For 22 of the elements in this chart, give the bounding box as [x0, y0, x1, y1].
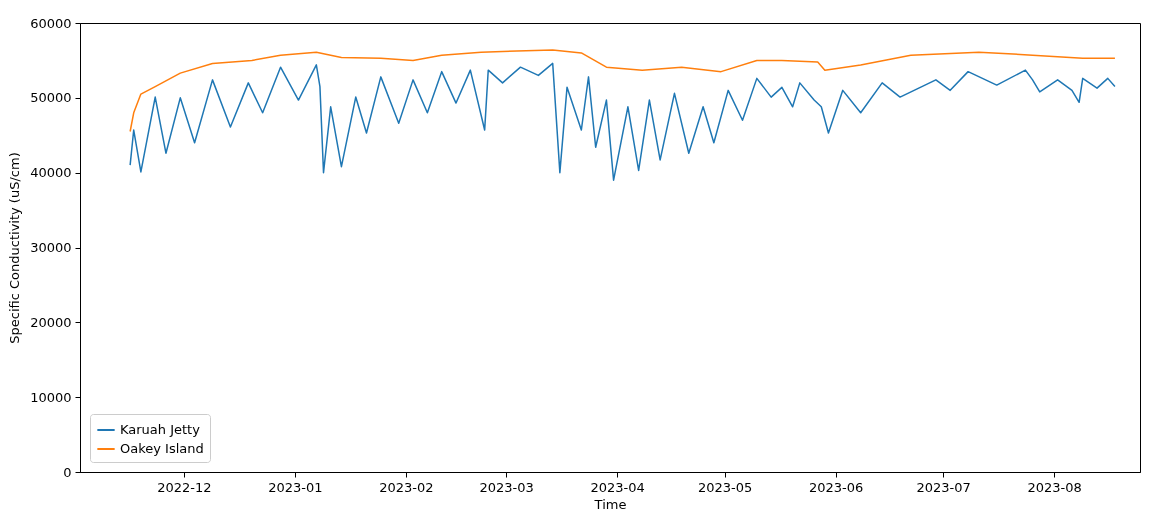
x-tick-label: 2023-02 — [379, 479, 434, 495]
x-tick-label: 2023-08 — [1027, 479, 1082, 495]
x-tick-label: 2022-12 — [157, 479, 212, 495]
x-tick-label: 2023-04 — [590, 479, 645, 495]
y-tick-label: 60000 — [30, 15, 72, 31]
x-tick-label: 2023-07 — [916, 479, 971, 495]
x-axis-title: Time — [593, 496, 627, 512]
x-tick-label: 2023-06 — [808, 479, 864, 495]
line-series — [129, 62, 1116, 181]
y-axis-title: Specific Conductivity (uS/cm) — [7, 152, 23, 344]
y-tick-label: 50000 — [30, 90, 72, 106]
y-tick-label: 30000 — [30, 240, 72, 255]
y-tick-label: 20000 — [30, 314, 72, 330]
legend-label: Oakey Island — [120, 441, 204, 456]
x-tick-label: 2023-05 — [697, 479, 753, 495]
legend-label: Karuah Jetty — [120, 422, 201, 437]
y-tick-label: 0 — [63, 464, 72, 480]
x-tick-label: 2023-03 — [479, 479, 534, 495]
y-tick-label: 10000 — [30, 389, 72, 405]
line-series — [129, 49, 1116, 133]
y-tick-label: 40000 — [30, 165, 72, 181]
x-tick-label: 2023-01 — [268, 479, 323, 495]
